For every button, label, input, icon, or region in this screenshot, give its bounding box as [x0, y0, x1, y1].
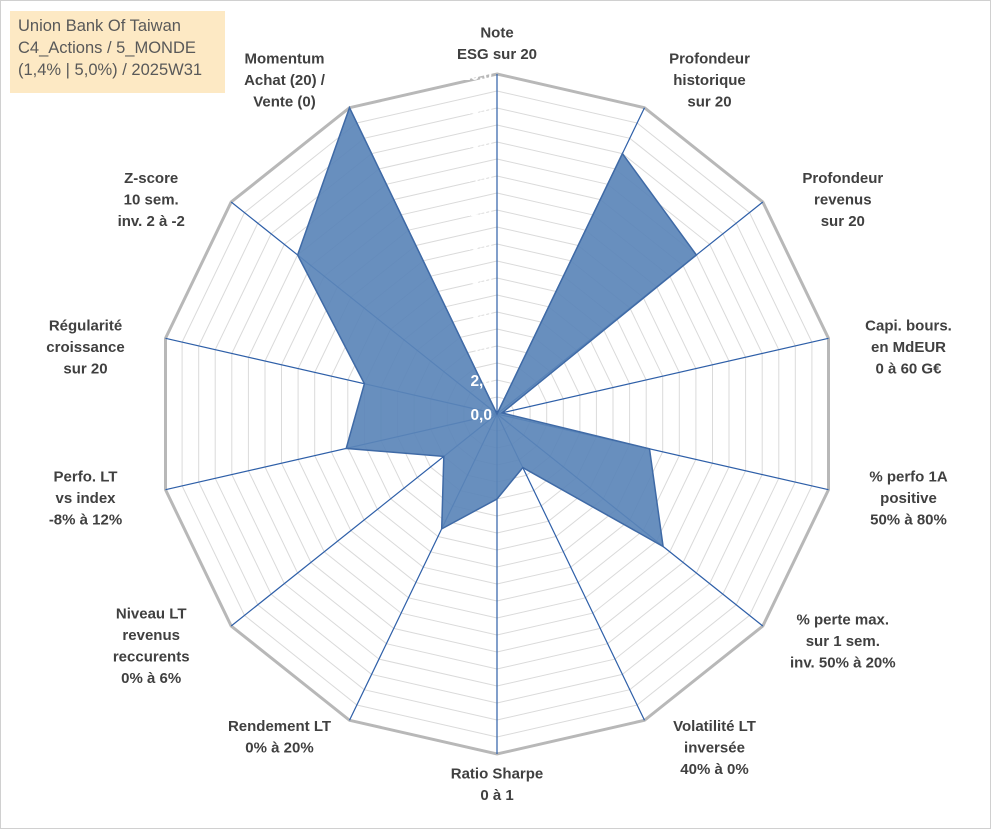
axis-label-line: revenus: [814, 192, 872, 209]
axis-label-line: en MdEUR: [871, 339, 946, 356]
axis-label-line: inversée: [684, 739, 745, 756]
axis-label: Note ESG sur 20: [457, 25, 537, 64]
axis-label-layer: Note ESG sur 20 Profondeur historique sur 20…: [46, 25, 952, 805]
axis-label-line: revenus: [122, 627, 180, 644]
title-line-2: C4_Actions / 5_MONDE: [18, 39, 196, 57]
axis-label-line: sur 1 sem.: [806, 633, 880, 650]
tick-label: 10,0: [462, 237, 492, 254]
series-area: [296, 105, 698, 548]
axis-label-line: % perte max.: [797, 611, 890, 628]
tick-label: 4,0: [470, 339, 492, 356]
axis-label-line: % perfo 1A: [869, 469, 948, 486]
chart-title-box: Union Bank Of Taiwan C4_Actions / 5_MOND…: [10, 11, 225, 93]
axis-label-line: sur 20: [821, 213, 865, 230]
axis-label-line: Note: [480, 25, 513, 42]
axis-label-line: Momentum: [245, 51, 325, 68]
axis-label-line: reccurents: [113, 648, 190, 665]
axis-label: % perfo 1A positive 50% à 80%: [869, 469, 948, 529]
axis-label-line: Vente (0): [253, 94, 316, 111]
axis-label: Niveau LT revenus reccurents 0% à 6%: [113, 605, 190, 687]
axis-label: Perfo. LT vs index -8% à 12%: [49, 469, 122, 529]
axis-label: Volatilité LT inversée 40% à 0%: [673, 718, 756, 778]
axis-label: Z-score 10 sem. inv. 2 à -2: [118, 170, 185, 230]
axis-label-line: 0% à 20%: [245, 739, 313, 756]
axis-label-line: 0% à 6%: [121, 670, 181, 687]
axis-spoke: [496, 337, 829, 415]
tick-label: 0,0: [470, 407, 492, 424]
axis-label-line: 0 à 60 G€: [876, 360, 943, 377]
tick-layer: 0,0 2,0 4,0 6,0 8,0 10,0 12,0 14,0 16,0 18,0 20,0: [462, 67, 492, 424]
tick-label: 6,0: [470, 305, 492, 322]
axis-label: Ratio Sharpe 0 à 1: [451, 766, 544, 805]
axis-label-line: sur 20: [63, 360, 107, 377]
tick-label: 14,0: [462, 169, 492, 186]
tick-label: 16,0: [462, 135, 492, 152]
axis-label-line: Capi. bours.: [865, 317, 952, 334]
axis-label-line: vs index: [55, 490, 116, 507]
tick-label: 2,0: [470, 373, 492, 390]
axis-label-line: Perfo. LT: [54, 469, 118, 486]
axis-label-line: croissance: [46, 339, 124, 356]
axis-label: % perte max. sur 1 sem. inv. 50% à 20%: [790, 611, 896, 671]
axis-label-line: positive: [880, 490, 937, 507]
axis-label-line: Régularité: [49, 317, 122, 334]
tick-label: 18,0: [462, 101, 492, 118]
title-line-3: (1,4% | 5,0%) / 2025W31: [18, 61, 203, 79]
tick-label: 8,0: [470, 271, 492, 288]
axis-label-line: Ratio Sharpe: [451, 766, 544, 783]
axis-label-line: Rendement LT: [228, 718, 331, 735]
axis-label-line: ESG sur 20: [457, 46, 537, 63]
axis-label: Capi. bours. en MdEUR 0 à 60 G€: [865, 317, 952, 377]
axis-label-line: Z-score: [124, 170, 178, 187]
axis-label-line: 50% à 80%: [870, 512, 947, 529]
tick-label: 12,0: [462, 203, 492, 220]
axis-label-line: Achat (20) /: [244, 72, 326, 89]
axis-label-line: inv. 2 à -2: [118, 213, 185, 230]
axis-label-line: inv. 50% à 20%: [790, 654, 896, 671]
axis-label-line: Profondeur: [802, 170, 883, 187]
axis-label-line: 10 sem.: [124, 192, 179, 209]
axis-label-line: 40% à 0%: [680, 761, 748, 778]
title-line-1: Union Bank Of Taiwan: [18, 17, 181, 35]
axis-label-line: historique: [673, 72, 746, 89]
axis-label: Régularité croissance sur 20: [46, 317, 124, 377]
axis-label-line: Niveau LT: [116, 605, 187, 622]
axis-label: Profondeur historique sur 20: [669, 51, 750, 111]
series-layer: [296, 105, 698, 548]
axis-label: Rendement LT 0% à 20%: [228, 718, 331, 757]
axis-label-line: -8% à 12%: [49, 512, 122, 529]
axis-label-line: Volatilité LT: [673, 718, 756, 735]
axis-label-line: sur 20: [687, 94, 731, 111]
axis-label: Momentum Achat (20) / Vente (0): [244, 51, 326, 111]
axis-label: Profondeur revenus sur 20: [802, 170, 883, 230]
axis-label-line: Profondeur: [669, 51, 750, 68]
axis-label-line: 0 à 1: [480, 787, 513, 804]
tick-label: 20,0: [462, 67, 492, 84]
